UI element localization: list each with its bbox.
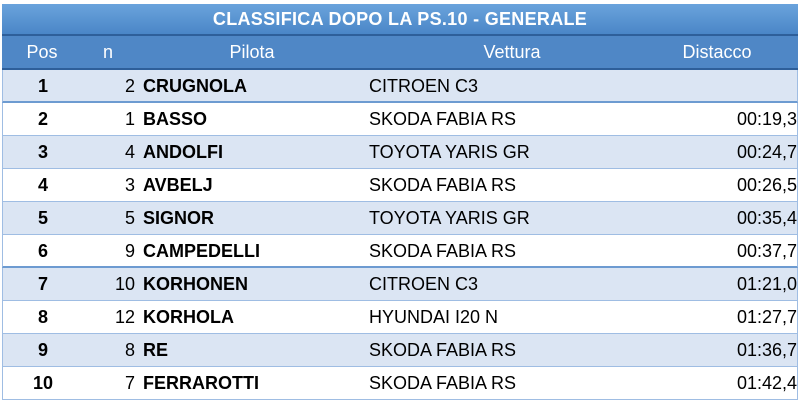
row-distacco: 00:19,3 [736,109,797,129]
row-n: 5 [124,208,135,228]
row-pilota: RE [143,340,169,360]
row-distacco: 00:35,4 [736,208,797,228]
header-pos: Pos [26,42,58,62]
table-row: 10 7 FERRAROTTI SKODA FABIA RS 01:42,4 [2,367,798,400]
row-distacco: 00:26,5 [736,175,797,195]
table-row: 1 2 CRUGNOLA CITROEN C3 [2,70,798,103]
table-row: 8 12 KORHOLA HYUNDAI I20 N 01:27,7 [2,301,798,334]
table-row: 9 8 RE SKODA FABIA RS 01:36,7 [2,334,798,367]
row-pos: 4 [37,175,48,195]
row-pos: 6 [37,241,48,261]
table-row: 7 10 KORHONEN CITROEN C3 01:21,0 [2,268,798,301]
row-pilota: CRUGNOLA [143,76,247,96]
header-n: n [102,42,113,62]
row-vettura: TOYOTA YARIS GR [369,142,530,162]
row-pilota: ANDOLFI [143,142,223,162]
row-pos: 7 [37,274,48,294]
table-row: 6 9 CAMPEDELLI SKODA FABIA RS 00:37,7 [2,235,798,268]
row-vettura: SKODA FABIA RS [369,175,517,195]
row-vettura: SKODA FABIA RS [369,373,517,393]
row-n: 10 [114,274,135,294]
row-pilota: CAMPEDELLI [143,241,260,261]
row-pos: 8 [37,307,48,327]
row-pos: 9 [37,340,48,360]
row-pilota: AVBELJ [143,175,213,195]
row-n: 3 [124,175,135,195]
row-pilota: SIGNOR [143,208,215,228]
row-distacco: 00:37,7 [736,241,797,261]
header-pilota: Pilota [229,42,275,62]
row-vettura: CITROEN C3 [369,76,479,96]
row-vettura: SKODA FABIA RS [369,340,517,360]
row-n: 9 [124,241,135,261]
row-pilota: KORHOLA [143,307,234,327]
row-distacco: 01:21,0 [736,274,797,294]
row-pilota: FERRAROTTI [143,373,259,393]
row-distacco: 01:36,7 [736,340,797,360]
table-row: 4 3 AVBELJ SKODA FABIA RS 00:26,5 [2,169,798,202]
row-pos: 3 [37,142,48,162]
row-n: 2 [124,76,135,96]
row-n: 1 [124,109,135,129]
row-pos: 5 [37,208,48,228]
row-vettura: HYUNDAI I20 N [369,307,499,327]
row-n: 8 [124,340,135,360]
table-row: 5 5 SIGNOR TOYOTA YARIS GR 00:35,4 [2,202,798,235]
row-n: 4 [124,142,135,162]
row-vettura: TOYOTA YARIS GR [369,208,530,228]
row-pilota: KORHONEN [143,274,249,294]
table-row: 3 4 ANDOLFI TOYOTA YARIS GR 00:24,7 [2,136,798,169]
header-distacco: Distacco [682,42,752,62]
row-distacco: 01:27,7 [736,307,797,327]
standings-rows: 1 2 CRUGNOLA CITROEN C3 2 1 BASSO SKODA … [2,70,798,400]
row-n: 12 [114,307,135,327]
row-pos: 10 [32,373,54,393]
row-distacco: 00:24,7 [736,142,797,162]
row-vettura: SKODA FABIA RS [369,109,517,129]
row-pos: 1 [37,76,48,96]
table-header: Pos n Pilota Vettura Distacco [2,36,798,70]
header-vettura: Vettura [483,42,541,62]
standings-title: CLASSIFICA DOPO LA PS.10 - GENERALE [2,4,798,36]
row-vettura: CITROEN C3 [369,274,479,294]
row-n: 7 [124,373,135,393]
table-row: 2 1 BASSO SKODA FABIA RS 00:19,3 [2,103,798,136]
row-pos: 2 [37,109,48,129]
row-pilota: BASSO [143,109,208,129]
row-distacco [643,70,797,101]
row-vettura: SKODA FABIA RS [369,241,517,261]
row-distacco: 01:42,4 [736,373,797,393]
